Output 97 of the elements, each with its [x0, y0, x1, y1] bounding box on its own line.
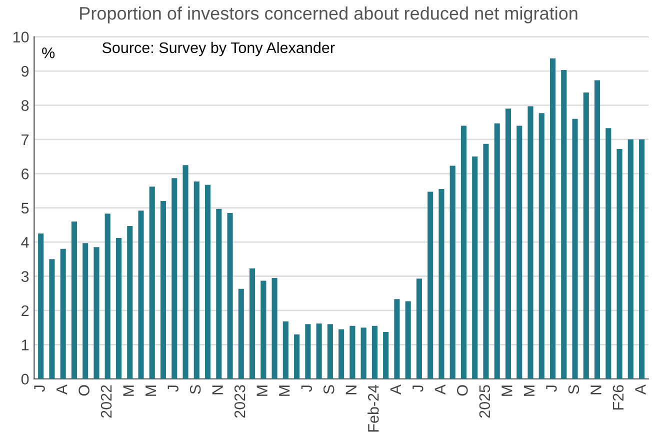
- y-axis-title: %: [42, 48, 55, 58]
- bar: [160, 201, 166, 379]
- bar: [572, 118, 578, 379]
- x-tick-label: M: [524, 386, 534, 396]
- bar: [338, 329, 344, 379]
- bar: [272, 278, 278, 379]
- x-tick-label: J: [301, 386, 312, 392]
- x-tick-label: A: [390, 384, 401, 395]
- bar: [538, 113, 544, 379]
- bar: [305, 324, 311, 379]
- bar: [71, 222, 78, 379]
- bar: [149, 186, 155, 379]
- x-tick-label: F26: [612, 385, 624, 410]
- x-tick-label: M: [256, 386, 268, 396]
- x-tick-label: M: [279, 386, 290, 396]
- bar: [583, 92, 589, 379]
- bar: [250, 268, 256, 379]
- bar: [227, 212, 233, 379]
- bar: [594, 80, 600, 379]
- x-tick-label: A: [635, 384, 646, 395]
- bar: [628, 139, 634, 379]
- bar: [639, 139, 645, 379]
- x-tick-label: S: [190, 385, 201, 394]
- bar: [616, 149, 622, 379]
- x-tick-label: J: [168, 386, 178, 392]
- y-tick-label: 6: [22, 168, 29, 180]
- bar: [428, 192, 434, 379]
- x-tick-label: N: [346, 386, 356, 394]
- x-tick-label: O: [78, 385, 90, 396]
- y-tick-label: 1: [22, 340, 29, 350]
- y-tick-label: 5: [21, 202, 29, 214]
- x-tick-label: Feb-24: [368, 384, 379, 432]
- bar: [127, 226, 133, 379]
- x-tick-label: J: [546, 386, 557, 392]
- bar: [561, 70, 567, 379]
- bar: [238, 288, 244, 379]
- bar: [460, 126, 467, 379]
- x-tick-label: A: [56, 384, 68, 395]
- bar: [294, 334, 300, 379]
- bar: [138, 210, 144, 379]
- bar: [94, 247, 100, 379]
- y-tick-label: 7: [22, 134, 29, 145]
- y-tick-label: 2: [22, 305, 29, 316]
- bar: [82, 243, 88, 379]
- bar: [104, 214, 110, 379]
- bar: [260, 280, 266, 379]
- bar: [405, 301, 411, 379]
- bar: [438, 189, 444, 379]
- bar: [60, 248, 66, 379]
- bar: [516, 126, 522, 379]
- y-tick-label: 10: [13, 32, 29, 42]
- bar: [116, 238, 122, 379]
- y-tick-label: 4: [21, 237, 29, 248]
- x-tick-label: N: [590, 386, 602, 394]
- x-tick-label: S: [323, 385, 334, 394]
- annotation: Source: Survey by Tony Alexander: [102, 42, 335, 56]
- bar: [360, 328, 366, 379]
- bar: [550, 58, 556, 379]
- bar: [416, 278, 422, 379]
- x-tick-label: 2023: [234, 385, 246, 418]
- bar: [528, 106, 534, 379]
- x-tick-label: O: [457, 385, 468, 396]
- chart-title: Proportion of investors concerned about reduced net migration: [80, 6, 578, 24]
- bar: [182, 165, 188, 379]
- bar: [606, 128, 612, 379]
- bar: [350, 326, 356, 379]
- x-tick-label: 2025: [479, 385, 490, 418]
- x-tick-label: S: [568, 385, 580, 394]
- bar: [372, 326, 378, 379]
- bar: [494, 123, 500, 379]
- x-tick-label: M: [123, 386, 134, 396]
- bar: [172, 178, 178, 379]
- bar: [472, 156, 478, 379]
- x-tick-label: M: [146, 386, 156, 396]
- bar: [204, 184, 211, 379]
- bar: [394, 299, 400, 379]
- bar: [216, 208, 222, 379]
- bar: [282, 321, 288, 379]
- x-tick-label: N: [212, 386, 223, 394]
- x-tick-label: J: [34, 386, 45, 392]
- bar: [194, 182, 200, 379]
- bar: [38, 233, 44, 379]
- bar: [327, 324, 333, 379]
- x-tick-label: M: [502, 386, 512, 396]
- x-tick-label: 2022: [100, 385, 112, 418]
- x-tick-label: J: [412, 386, 424, 392]
- bar: [450, 166, 456, 379]
- x-tick-label: A: [434, 384, 446, 395]
- bar: [49, 259, 55, 379]
- bar: [316, 323, 322, 379]
- y-tick-label: 9: [22, 66, 29, 77]
- bar: [505, 108, 512, 379]
- y-tick-label: 8: [21, 100, 29, 111]
- bar: [383, 332, 389, 379]
- bar: [483, 144, 489, 379]
- y-tick-label: 3: [21, 271, 29, 282]
- y-tick-label: 0: [21, 374, 29, 385]
